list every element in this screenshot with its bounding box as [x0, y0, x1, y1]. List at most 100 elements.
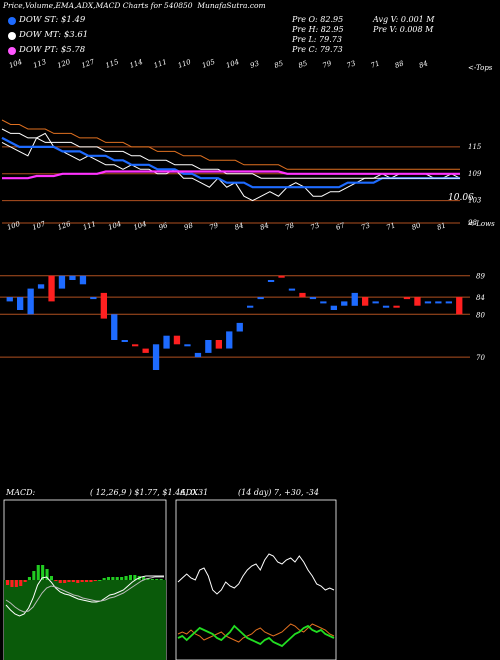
candle-bar — [163, 335, 170, 349]
top-price-label: 85 — [297, 59, 309, 70]
bottom-price-label: 107 — [31, 220, 47, 232]
bottom-price-label: 71 — [385, 221, 396, 232]
macd-histogram-bar — [36, 565, 40, 580]
chart-title: Price,Volume,EMA,ADX,MACD Charts for 540… — [3, 1, 266, 10]
candle-bar — [27, 288, 34, 315]
candle-bar — [6, 297, 13, 302]
top-price-label: 115 — [104, 58, 120, 70]
candle-bar — [351, 292, 358, 306]
candle-axis-tick-label: 70 — [476, 354, 485, 362]
series-line-ema_mid — [1, 128, 460, 179]
candle-bar — [69, 275, 76, 280]
macd-histogram-bar — [111, 577, 115, 580]
macd-histogram-bar — [93, 580, 97, 581]
candle-bar — [173, 335, 181, 345]
candle-bar — [288, 288, 296, 291]
top-price-label: 85 — [273, 59, 285, 70]
macd-histogram-bar — [80, 580, 84, 582]
top-price-label: 88 — [394, 59, 406, 70]
ohlc-open: Pre O: 82.95 — [292, 15, 344, 24]
ohlc-low: Pre L: 79.73 — [292, 35, 342, 44]
candle-bar — [247, 305, 254, 308]
macd-histogram-bar — [128, 575, 132, 580]
candle-bar — [278, 275, 285, 278]
candle-bar — [309, 297, 317, 300]
candle-bar — [257, 297, 264, 300]
bottom-price-label: 73 — [309, 221, 321, 232]
top-price-label: 104 — [8, 58, 23, 70]
macd-histogram-bar — [67, 580, 71, 582]
bottom-price-label: 78 — [284, 221, 296, 232]
legend-swatch — [8, 17, 16, 25]
top-price-label: 79 — [321, 59, 333, 70]
bottom-price-label: 126 — [57, 220, 73, 232]
top-price-label: 105 — [201, 58, 217, 70]
macd-histogram-bar — [133, 575, 137, 580]
bottom-price-label: 84 — [234, 221, 245, 232]
bottom-price-label: 79 — [208, 221, 220, 232]
macd-histogram-bar — [89, 580, 93, 582]
macd-histogram-bar — [32, 571, 36, 580]
bottom-price-label: 80 — [411, 221, 423, 232]
candle-bar — [299, 292, 306, 298]
candle-axis-tick-label: 89 — [476, 273, 485, 281]
macd-histogram-bar — [102, 578, 106, 580]
candle-bar — [320, 301, 327, 304]
bottom-price-label: 96 — [158, 221, 170, 232]
candle-bar — [226, 331, 233, 349]
macd-histogram-bar — [85, 580, 89, 582]
macd-histogram-bar — [19, 580, 23, 586]
bottom-price-label: 111 — [82, 220, 97, 232]
candle-bar — [100, 292, 107, 319]
adx-line--di — [177, 624, 335, 648]
macd-params: ( 12,26,9 ) $1.77, $1.46, 0.31 — [90, 488, 209, 497]
bottom-price-label: 104 — [132, 220, 147, 232]
macd-histogram-bar — [63, 580, 67, 583]
price-axis-tick-label: 109 — [468, 170, 482, 178]
candle-bar — [79, 275, 87, 285]
candle-bar — [58, 275, 66, 289]
adx-panel-frame — [175, 499, 337, 660]
bottom-price-label: 84 — [259, 221, 270, 232]
candle-bar — [132, 344, 139, 347]
macd-histogram-bar — [106, 577, 110, 580]
adx-title: ADX — [180, 488, 198, 497]
candle-bar — [194, 352, 202, 358]
last-price-label: 10.06 — [448, 193, 474, 203]
legend-label: DOW ST: $1.49 — [19, 15, 86, 25]
macd-histogram-bar — [49, 576, 53, 580]
prev-volume: Pre V: 0.008 M — [373, 25, 434, 34]
macd-title: MACD: — [6, 488, 36, 497]
macd-histogram-bar — [124, 576, 128, 580]
candle-bar — [37, 284, 45, 289]
macd-histogram-bar — [71, 580, 75, 582]
adx-params: (14 day) 7, +30, -34 — [238, 488, 319, 497]
candle-bar — [184, 344, 191, 347]
macd-histogram-bar — [58, 580, 62, 583]
candle-bar — [435, 301, 442, 304]
macd-line-signal — [5, 576, 164, 613]
top-price-label: 111 — [153, 58, 168, 70]
macd-histogram-bar — [142, 577, 146, 580]
bottom-price-label: 81 — [436, 221, 447, 232]
candle-bar — [456, 297, 463, 315]
candle-bar — [267, 280, 275, 282]
bottom-price-label: 104 — [107, 220, 122, 232]
avg-volume: Avg V: 0.001 M — [373, 15, 435, 24]
macd-histogram-bar — [98, 580, 102, 581]
legend-label: DOW MT: $3.61 — [19, 30, 89, 40]
adx-line-adx — [177, 553, 335, 595]
candle-bar — [403, 297, 411, 300]
top-price-label: 113 — [32, 58, 48, 70]
macd-histogram-bar — [150, 579, 154, 580]
macd-histogram-bar — [159, 579, 163, 580]
candle-bar — [90, 297, 97, 300]
legend-swatch — [8, 32, 16, 40]
candle-bar — [121, 340, 128, 342]
candle-bar — [424, 301, 432, 304]
bottom-price-label: 73 — [360, 221, 372, 232]
top-price-label: 114 — [129, 58, 144, 70]
bottom-price-label: 98 — [183, 221, 195, 232]
candle-bar — [445, 301, 452, 304]
